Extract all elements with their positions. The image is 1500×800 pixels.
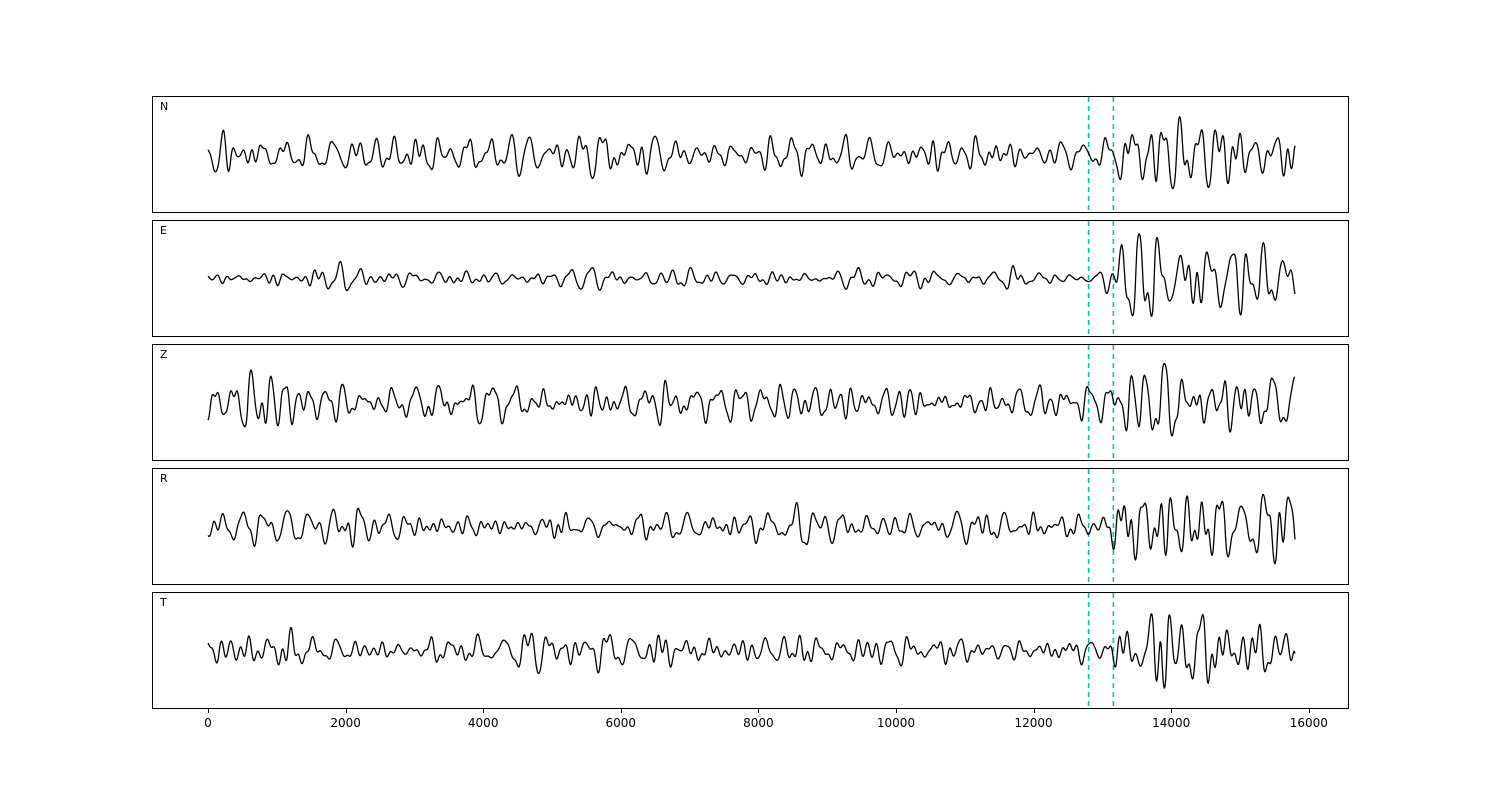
waveform-plot-e	[207, 221, 1296, 336]
channel-label-t: T	[160, 596, 167, 609]
x-tick-label: 12000	[1014, 716, 1053, 730]
x-tick-label: 2000	[330, 716, 361, 730]
x-tick-label: 0	[204, 716, 212, 730]
x-tick-mark	[758, 709, 760, 713]
x-tick-label: 10000	[876, 716, 916, 730]
waveform-plot-t	[207, 593, 1296, 708]
x-tick-mark	[208, 709, 209, 713]
x-tick-label: 16000	[1289, 716, 1328, 730]
x-tick-mark	[1171, 709, 1173, 713]
channel-label-r: R	[160, 472, 168, 485]
channel-label-z: Z	[160, 348, 168, 361]
waveform-trace-e	[207, 233, 1296, 317]
x-axis: 0 2000 4000 6000 8000 10000 12000 14000 16000	[0, 709, 1500, 743]
channel-label-e: E	[160, 224, 167, 237]
x-tick-mark	[483, 709, 485, 713]
x-tick-label: 6000	[605, 716, 637, 730]
x-tick-mark	[620, 709, 622, 713]
waveform-trace-t	[207, 613, 1296, 689]
waveform-panel-r: R	[152, 468, 1349, 585]
x-tick-mark	[1308, 709, 1310, 713]
channel-label-n: N	[160, 100, 169, 113]
x-tick-label: 8000	[743, 716, 774, 730]
waveform-plot-r	[207, 469, 1296, 584]
waveform-panel-n: N	[152, 96, 1349, 213]
waveform-panel-t: T	[152, 592, 1349, 709]
x-tick-mark	[345, 709, 347, 713]
waveform-trace-z	[207, 362, 1296, 437]
waveform-trace-r	[207, 493, 1296, 565]
x-tick-label: 4000	[467, 716, 499, 730]
waveform-panel-e: E	[152, 220, 1349, 337]
waveform-trace-n	[207, 116, 1296, 190]
waveform-plot-n	[207, 97, 1296, 212]
waveform-panels: N E Z R T	[152, 96, 1349, 709]
x-tick-mark	[1033, 709, 1035, 713]
x-tick-label: 14000	[1152, 716, 1191, 730]
x-tick-mark	[896, 709, 897, 713]
waveform-panel-z: Z	[152, 344, 1349, 461]
waveform-plot-z	[207, 345, 1296, 460]
